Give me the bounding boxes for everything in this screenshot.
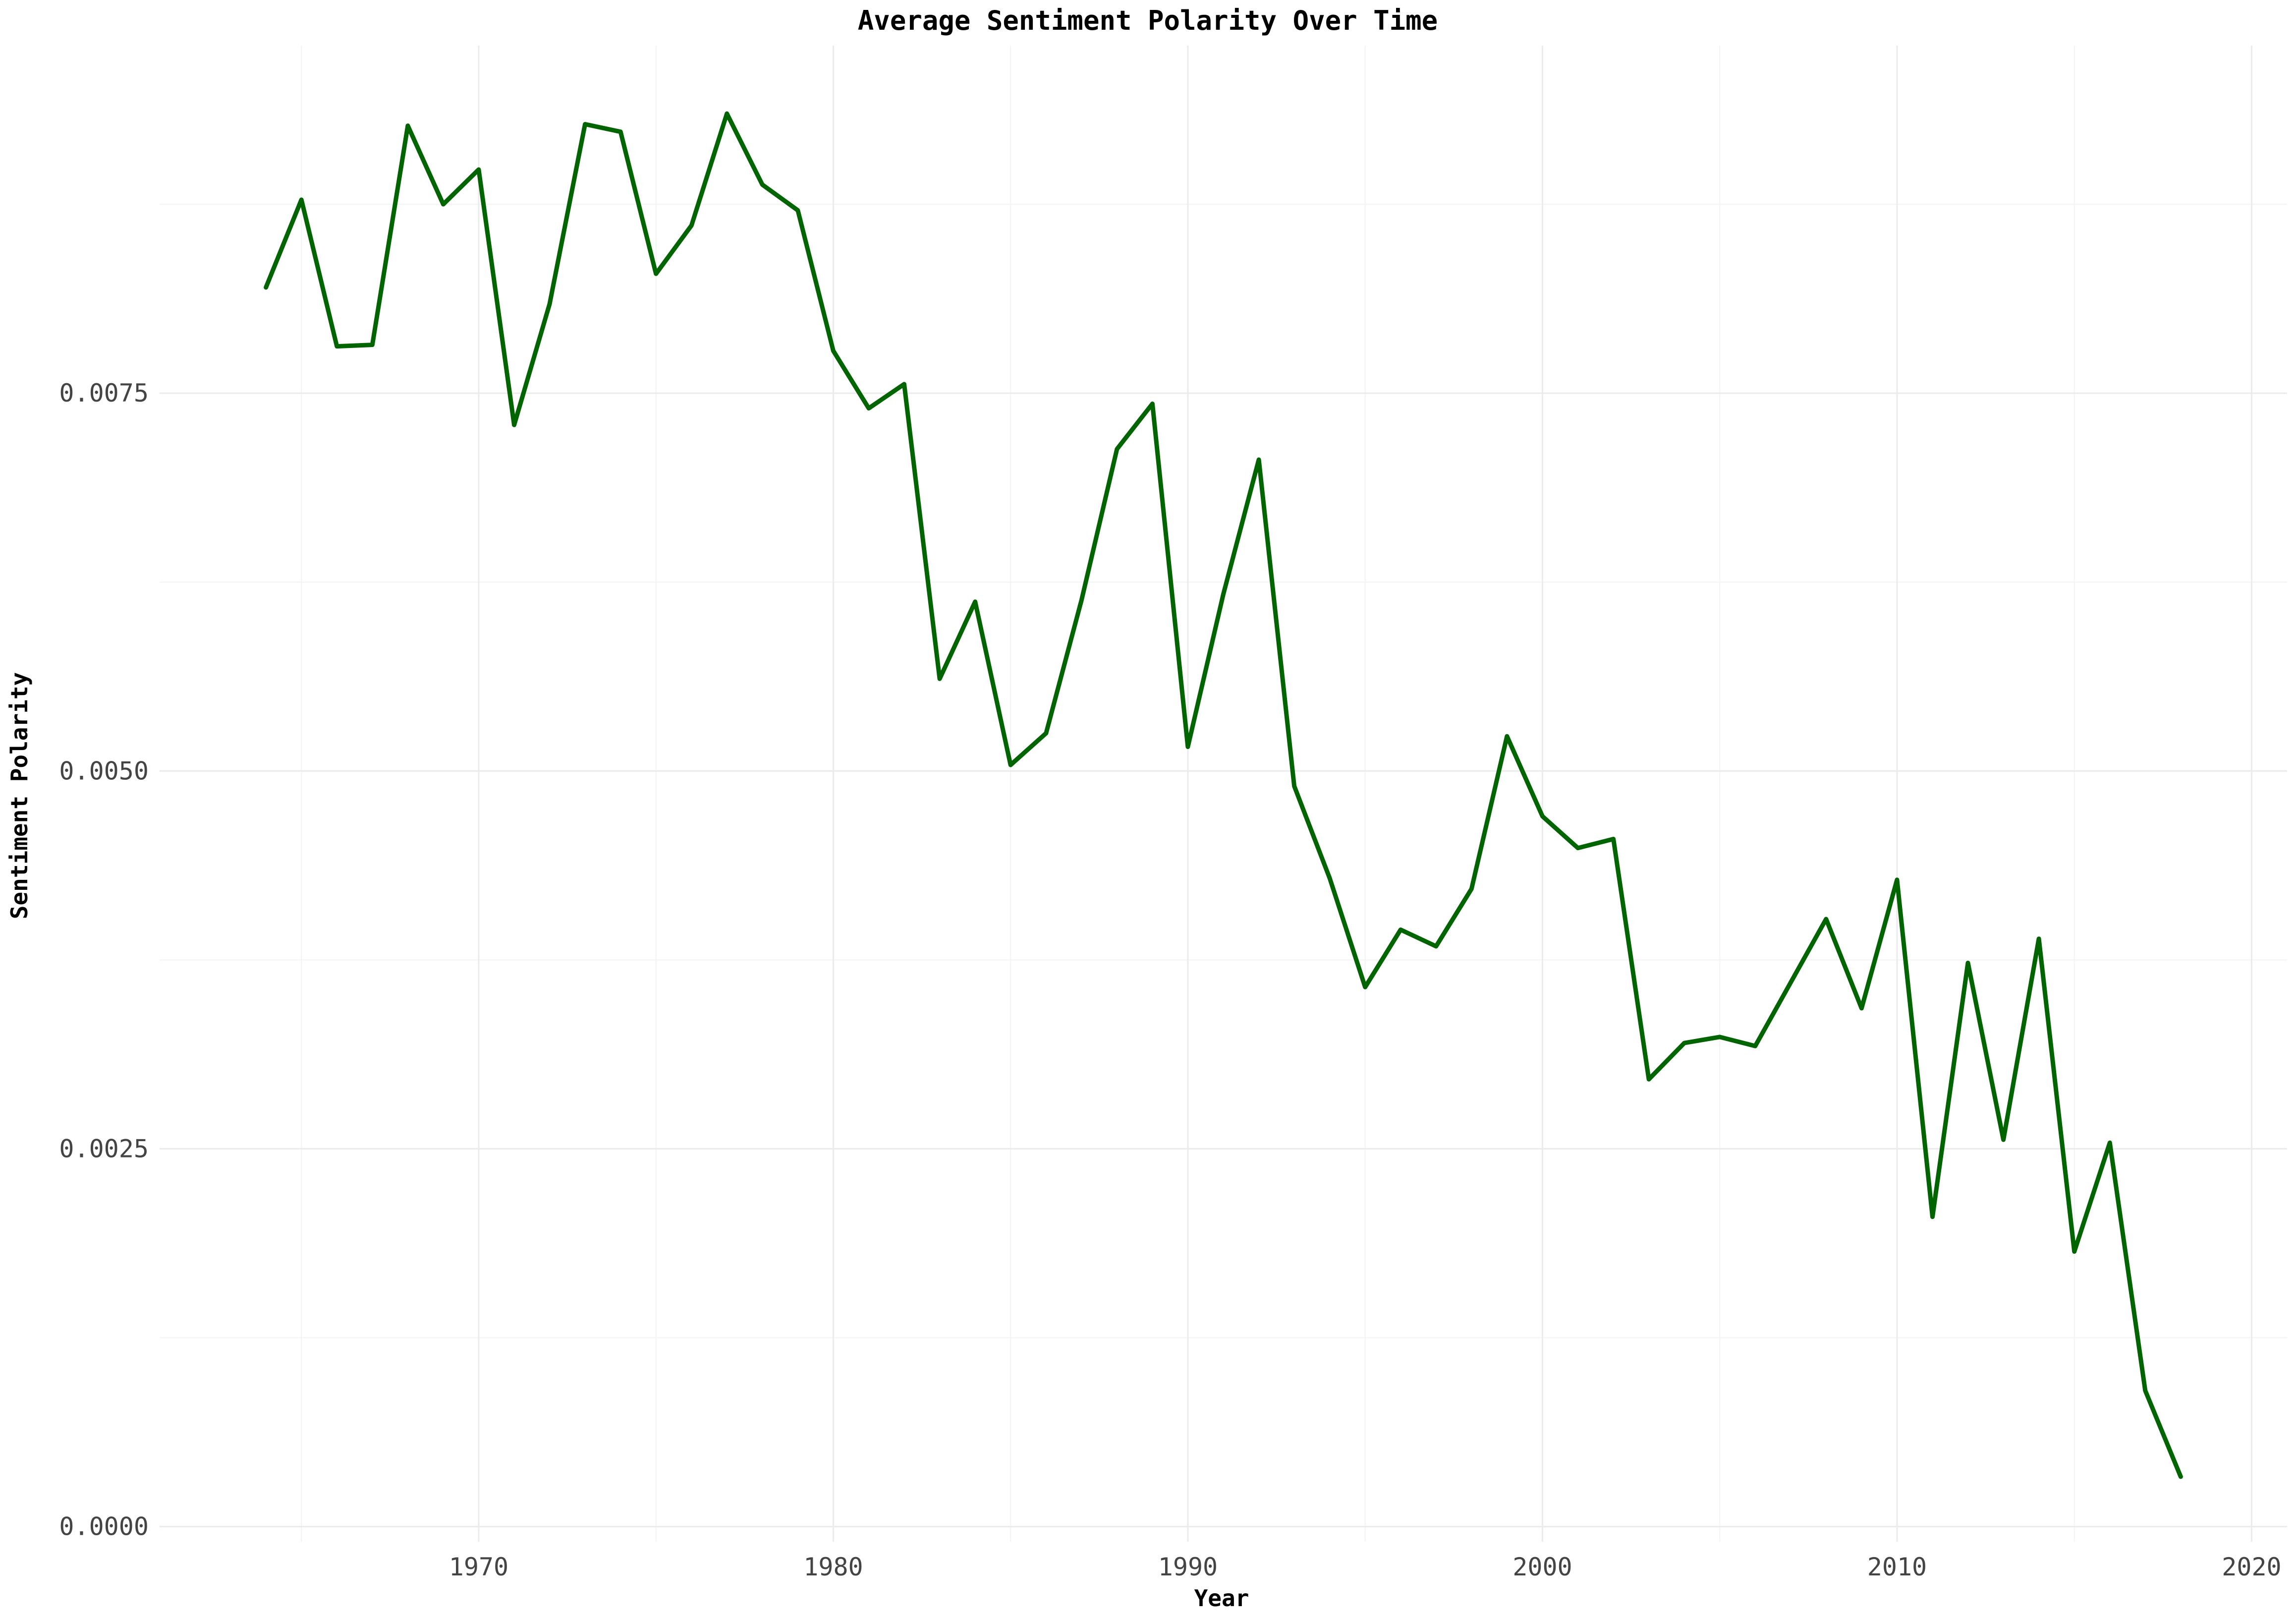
y-axis-ticks: 0.0000 0.0025 0.0050 0.0075 [59,379,149,1541]
x-axis-title: Year [1194,1585,1249,1612]
y-tick-label: 0.0075 [59,379,149,407]
grid [160,46,2287,1542]
x-tick-label: 2010 [1867,1553,1927,1581]
y-tick-label: 0.0000 [59,1512,149,1541]
series-layer [264,111,2183,1479]
x-tick-label: 1990 [1158,1553,1218,1581]
y-axis-title: Sentiment Polarity [6,672,33,920]
series-line [264,111,2183,1479]
chart-title: Average Sentiment Polarity Over Time [858,5,1438,36]
x-tick-label: 1970 [449,1553,508,1581]
y-tick-label: 0.0050 [59,756,149,785]
x-tick-label: 1980 [803,1553,863,1581]
x-axis-ticks: 1970 1980 1990 2000 2010 2020 [449,1553,2282,1581]
y-tick-label: 0.0025 [59,1134,149,1163]
x-tick-label: 2000 [1512,1553,1572,1581]
x-tick-label: 2020 [2222,1553,2281,1581]
